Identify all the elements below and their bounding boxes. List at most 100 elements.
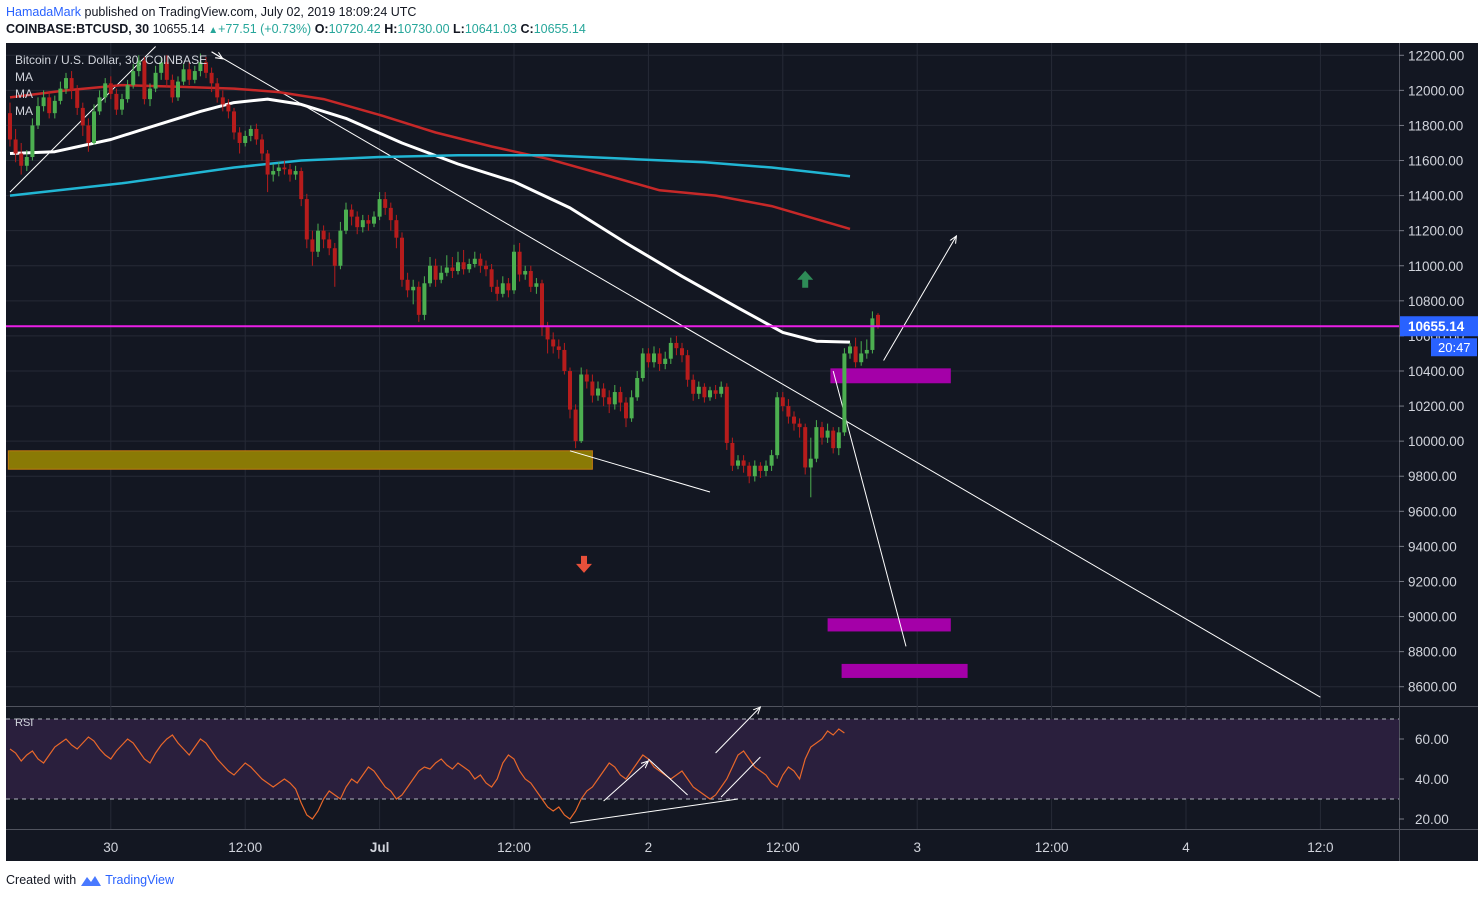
price-tag-value: 10655.14 [1408,319,1465,334]
candle-body [870,318,875,350]
author-link[interactable]: HamadaMark [6,5,82,19]
candle-body [30,125,35,158]
candle-body [596,388,600,396]
rsi-tick-label: 60.00 [1415,732,1449,747]
cyan-moving-average [9,154,851,197]
candle-body [271,171,276,175]
price-tick-label: 9200.00 [1408,574,1457,589]
candle-body [187,69,192,80]
candle-body [8,113,12,140]
candle-body [601,388,606,398]
candle-body [75,90,80,108]
candle-body [719,386,724,394]
candle-body [657,353,662,364]
candle-body [226,104,231,112]
candle-body [97,97,102,112]
candle-body [607,397,612,405]
candle-body [276,167,281,172]
candle-body [640,353,645,379]
candle-body [198,62,203,72]
candle-body [842,353,847,433]
candle-body [590,381,595,396]
candle-body [327,239,332,249]
candle-body [562,349,567,371]
candle-body [383,199,388,208]
candle-body [472,258,477,264]
tradingview-link[interactable]: TradingView [80,873,174,887]
candle-body [484,265,488,270]
candle-body [131,71,136,86]
candle-body [646,353,651,363]
candle-body [523,271,528,275]
candle-body [332,248,337,266]
candle-body [624,402,628,419]
ma-legend-2[interactable]: MA [15,87,33,101]
time-tick-label: 12:00 [766,840,800,855]
low-value: 10641.03 [464,22,517,36]
candle-body [680,348,684,356]
candle-body [478,258,483,266]
candle-body [848,346,852,354]
candle-body [752,465,757,477]
chart-canvas[interactable]: 12200.00 12000.00 11800.00 11600.00 11400.00… [6,43,1478,861]
candle-body [170,79,175,98]
chart-title-legend: Bitcoin / U.S. Dollar, 30, COINBASE [15,53,208,67]
candle-body [433,265,438,280]
candle-body [416,286,421,315]
ma-legend-3[interactable]: MA [15,104,33,118]
candle-body [355,216,360,228]
publish-info: HamadaMark published on TradingView.com,… [6,5,416,19]
candle-body [64,78,68,89]
price-tick-label: 9800.00 [1408,469,1457,484]
ohlc-line: COINBASE:BTCUSD, 30 10655.14 ▲+77.51 (+0… [6,22,586,36]
rsi-trendline [569,798,739,824]
close-label: C: [520,22,534,36]
price-tick-label: 11600.00 [1408,154,1463,169]
candle-body [108,83,113,94]
candle-body [181,69,186,82]
price-tick-label: 10200.00 [1408,399,1464,414]
candle-body [741,460,746,466]
change-value: +77.51 (+0.73%) [218,22,312,36]
candle-body [411,286,416,291]
countdown-box [1431,338,1477,357]
time-tick-label: 12:00 [497,840,531,855]
candle-body [265,153,270,175]
candle-body [344,209,348,231]
candle-body [58,88,63,101]
candle-body [92,111,96,143]
candle-body [696,386,701,394]
candle-body [80,107,85,126]
time-tick-label: 2 [645,840,653,855]
price-tick-label: 11800.00 [1408,118,1463,133]
up-arrow-icon: ▲ [208,25,219,36]
candle-body [360,220,365,228]
candle-body [618,392,623,403]
candle-body [299,171,304,200]
candle-body [747,465,752,477]
rsi-line [9,728,845,820]
candle-body [260,139,264,154]
candle-body [635,378,640,398]
candle-body [584,374,589,382]
candle-body [394,220,399,238]
candle-body [579,374,584,442]
price-tick-label: 10000.00 [1408,434,1464,449]
candle-body [428,265,432,284]
publish-text: published on TradingView.com, July 02, 2… [84,5,417,19]
candle-body [125,85,130,100]
ma-legend-1[interactable]: MA [15,70,33,84]
close-value: 10655.14 [533,22,586,36]
high-label: H: [384,22,398,36]
candle-body [730,442,735,466]
candle-body [808,458,813,468]
candle-body [512,251,516,291]
candle-body [377,199,382,217]
candle-body [69,78,74,91]
candle-body [652,353,656,363]
candle-body [780,397,785,407]
price-tick-label: 12200.00 [1408,48,1464,63]
rsi-legend[interactable]: RSI [15,717,34,729]
chart-area[interactable]: 12200.00 12000.00 11800.00 11600.00 11400.00… [6,43,1478,861]
rsi-trendline [720,756,761,798]
